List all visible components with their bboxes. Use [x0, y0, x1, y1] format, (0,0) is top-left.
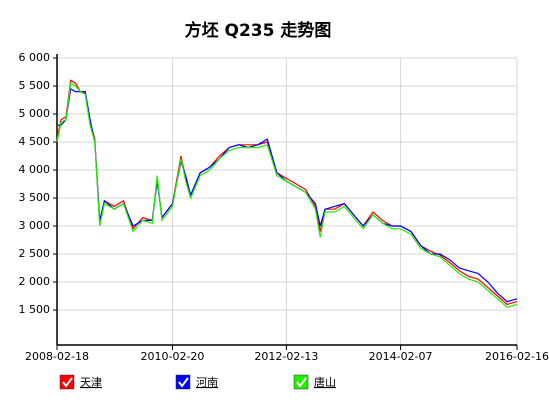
y-tick-label: 2 000	[19, 275, 51, 288]
y-tick-label: 2 500	[19, 247, 51, 260]
y-tick-label: 3 500	[19, 191, 51, 204]
check-mark	[178, 377, 189, 388]
x-tick-label: 2012-02-13	[254, 350, 318, 363]
y-tick-label: 6 000	[19, 51, 51, 64]
x-tick-label: 2016-02-16	[485, 350, 549, 363]
chart-title: 方坯 Q235 走势图	[185, 20, 332, 41]
legend-item[interactable]: 天津	[59, 374, 102, 390]
series-line	[57, 87, 518, 303]
y-tick-label: 5 500	[19, 79, 51, 92]
x-tick-label: 2014-02-07	[369, 350, 433, 363]
check-mark	[296, 377, 307, 388]
legend-checkbox[interactable]	[59, 374, 75, 390]
legend-label: 河南	[196, 376, 218, 389]
legend-checkbox[interactable]	[293, 374, 309, 390]
series-line	[56, 82, 518, 308]
legend-label: 唐山	[314, 375, 336, 389]
y-tick-label: 4 000	[19, 163, 51, 176]
x-tick-label: 2010-02-20	[141, 350, 205, 363]
legend-item[interactable]: 唐山	[293, 374, 336, 390]
y-tick-label: 4 500	[19, 135, 51, 148]
legend-label: 天津	[80, 376, 102, 389]
legend-checkbox[interactable]	[175, 374, 191, 390]
y-tick-label: 3 000	[19, 219, 51, 232]
x-tick-label: 2008-02-18	[25, 350, 89, 363]
check-mark	[62, 377, 73, 388]
legend-item[interactable]: 河南	[175, 374, 218, 390]
y-tick-label: 5 000	[19, 107, 51, 120]
y-tick-label: 1 500	[19, 303, 51, 316]
